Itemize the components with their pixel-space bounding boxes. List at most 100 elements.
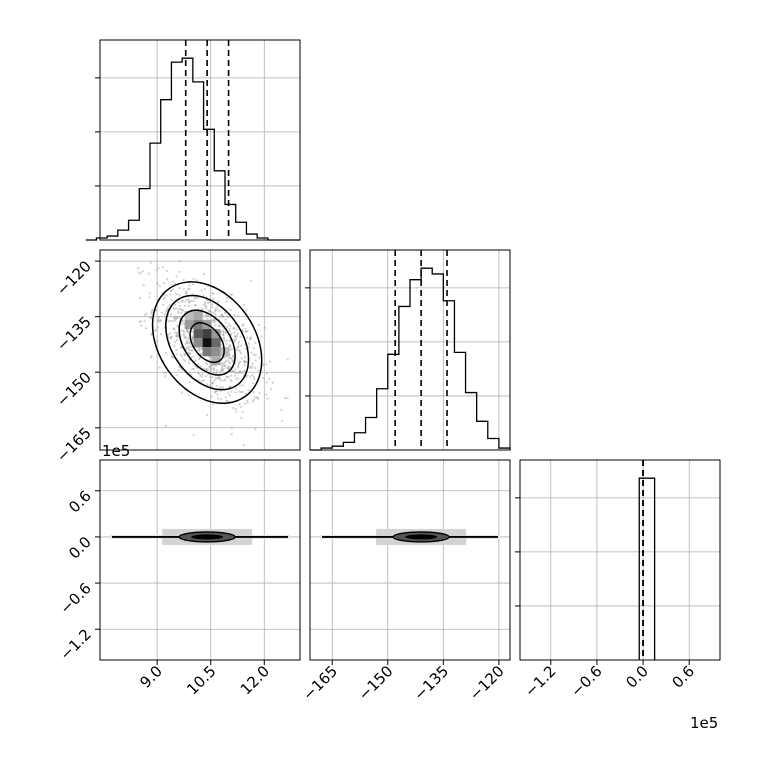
scatter-point xyxy=(220,313,224,316)
scatter-point xyxy=(191,338,194,341)
scatter-point xyxy=(200,353,203,356)
scatter-point xyxy=(213,379,216,382)
scatter-point xyxy=(140,324,143,327)
x-tick-label: −150 xyxy=(355,662,397,704)
scatter-point xyxy=(229,385,232,388)
scatter-point xyxy=(178,305,181,308)
scatter-point xyxy=(208,300,211,304)
scatter-point xyxy=(239,390,242,394)
scatter-point xyxy=(228,394,232,397)
scatter-point xyxy=(219,315,222,318)
panel-frame xyxy=(99,459,301,661)
scatter-point xyxy=(192,355,195,358)
histogram-step-line xyxy=(638,477,656,660)
scatter-point xyxy=(219,377,222,380)
scatter-point xyxy=(238,402,241,405)
scatter-point xyxy=(188,381,191,384)
scatter-point xyxy=(198,349,201,352)
scatter-point xyxy=(175,307,178,310)
scatter-point xyxy=(177,301,180,304)
scatter-point xyxy=(144,327,148,330)
scatter-point xyxy=(158,284,161,288)
scatter-point xyxy=(177,308,180,311)
scatter-point xyxy=(239,360,242,364)
scatter-point xyxy=(243,402,246,405)
scatter-point xyxy=(178,270,181,273)
scatter-point xyxy=(251,374,254,377)
scatter-point xyxy=(137,267,140,270)
scatter-point xyxy=(172,306,175,309)
scatter-point xyxy=(223,364,226,367)
scatter-point xyxy=(260,335,263,338)
scatter-point xyxy=(200,348,203,351)
scatter-point xyxy=(191,336,194,339)
scatter-point xyxy=(198,358,201,361)
scatter-point xyxy=(184,335,187,339)
scatter-point xyxy=(138,320,141,323)
scatter-point xyxy=(175,275,178,278)
panel-frame xyxy=(99,39,301,241)
scatter-point xyxy=(166,306,169,309)
scatter-point xyxy=(187,342,190,345)
scatter-point xyxy=(234,368,237,371)
scatter-point xyxy=(138,296,141,300)
scatter-point xyxy=(236,365,240,368)
scatter-point xyxy=(233,374,237,377)
scatter-point xyxy=(240,344,243,347)
scatter-point xyxy=(183,359,186,363)
scatter-point xyxy=(192,283,195,286)
scatter-point xyxy=(167,320,170,323)
y-tick-label: −1.2 xyxy=(56,625,94,663)
scatter-point xyxy=(179,346,182,349)
scatter-point xyxy=(243,356,246,359)
scatter-point xyxy=(223,365,226,368)
scatter-point xyxy=(221,314,224,317)
scatter-point xyxy=(206,363,209,366)
scatter-point xyxy=(209,355,212,358)
scatter-point xyxy=(161,266,164,269)
scatter-point xyxy=(237,377,240,380)
scatter-point xyxy=(178,287,181,290)
scatter-point xyxy=(157,267,160,270)
scatter-point xyxy=(221,369,225,372)
scatter-point xyxy=(172,280,175,283)
scatter-point xyxy=(162,303,165,307)
scatter-point xyxy=(229,339,232,342)
scatter-point xyxy=(143,319,146,322)
scatter-point xyxy=(169,290,172,293)
scatter-point xyxy=(246,336,249,339)
scatter-point xyxy=(220,398,223,401)
scatter-points xyxy=(100,259,289,447)
scatter-point xyxy=(184,304,187,307)
scatter-point xyxy=(213,390,216,393)
scatter-point xyxy=(258,356,261,359)
scatter-point xyxy=(254,359,257,362)
scatter-point xyxy=(169,293,172,296)
scatter-point xyxy=(225,367,228,370)
scatter-point xyxy=(184,292,188,295)
y-tick-label: −165 xyxy=(53,424,95,466)
scatter-point xyxy=(228,361,231,364)
scatter-point xyxy=(219,379,223,382)
scatter-point xyxy=(221,362,224,365)
scatter-point xyxy=(242,323,245,326)
scatter-point xyxy=(233,371,236,374)
scatter-point xyxy=(244,327,247,330)
density-cell xyxy=(202,338,212,348)
scatter-point xyxy=(158,320,161,323)
scatter-point xyxy=(220,369,223,372)
y-tick-label: −150 xyxy=(53,368,95,410)
scatter-point xyxy=(232,355,235,358)
scatter-point xyxy=(226,400,229,403)
scatter-point xyxy=(241,410,244,413)
scatter-point xyxy=(167,336,170,339)
contour-core-inner xyxy=(191,534,224,540)
scatter-point xyxy=(214,324,217,327)
scatter-point xyxy=(214,307,217,310)
scatter-point xyxy=(159,319,162,322)
scatter-point xyxy=(269,360,272,363)
scatter-point xyxy=(235,336,238,340)
scatter-point xyxy=(232,327,235,330)
scatter-point xyxy=(191,349,194,352)
